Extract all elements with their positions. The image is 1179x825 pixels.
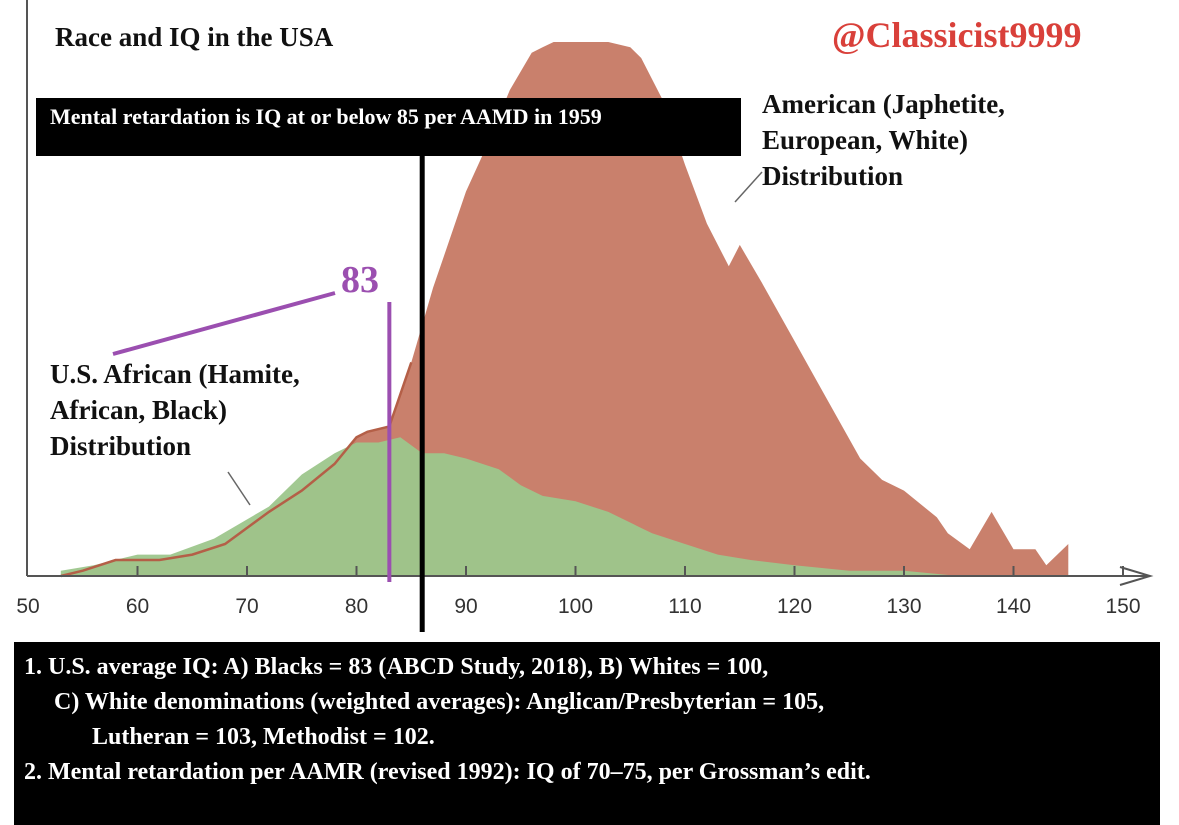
american-label-leader <box>734 171 763 203</box>
chart-title: Race and IQ in the USA <box>55 22 334 52</box>
african-distribution-label: U.S. African (Hamite, African, Black) Di… <box>50 356 300 464</box>
american-distribution-area <box>60 42 1069 576</box>
distribution-areas <box>60 42 1069 578</box>
x-tick-label: 50 <box>16 595 40 618</box>
x-tick-label: 80 <box>344 595 369 618</box>
author-handle: @Classicist9999 <box>832 15 1082 55</box>
african-label-leader <box>227 471 251 506</box>
x-tick-label: 100 <box>557 595 594 618</box>
african-distribution-area <box>60 437 992 576</box>
chart-overlays <box>112 150 763 632</box>
african-label-line-2: African, Black) <box>50 395 227 425</box>
american-label-line-3: Distribution <box>762 161 904 191</box>
footnotes-panel: 1. U.S. average IQ: A) Blacks = 83 (ABCD… <box>14 642 1160 825</box>
aamd-cutoff-banner: Mental retardation is IQ at or below 85 … <box>36 98 741 156</box>
x-tick-label: 70 <box>235 595 259 618</box>
american-label-line-2: European, White) <box>762 125 969 155</box>
american-distribution-label: American (Japhetite, European, White) Di… <box>762 86 1005 194</box>
footnote-2: 2. Mental retardation per AAMR (revised … <box>24 759 871 785</box>
black-average-iq-label: 83 <box>341 259 379 301</box>
footnote-1-line-1: 1. U.S. average IQ: A) Blacks = 83 (ABCD… <box>24 654 769 680</box>
x-tick-label: 130 <box>886 595 922 618</box>
iq-distribution-chart <box>26 0 1154 632</box>
black-average-pointer-line <box>112 291 336 356</box>
african-label-line-3: Distribution <box>50 431 192 461</box>
footnote-1-line-3: Lutheran = 103, Methodist = 102. <box>92 724 435 750</box>
x-axis-arrow <box>1119 566 1154 586</box>
footnote-1-line-2: C) White denominations (weighted average… <box>54 689 825 715</box>
african-label-line-1: U.S. African (Hamite, <box>50 359 300 389</box>
x-tick-label: 90 <box>454 595 478 618</box>
x-tick-label: 120 <box>776 595 813 618</box>
x-tick-label: 140 <box>995 595 1032 618</box>
x-tick-label: 110 <box>668 595 702 618</box>
american-distribution-left-edge <box>60 361 413 578</box>
american-label-line-1: American (Japhetite, <box>762 89 1005 119</box>
x-tick-label: 60 <box>125 595 150 618</box>
x-tick-label: 150 <box>1105 595 1141 618</box>
axes <box>26 0 1154 586</box>
